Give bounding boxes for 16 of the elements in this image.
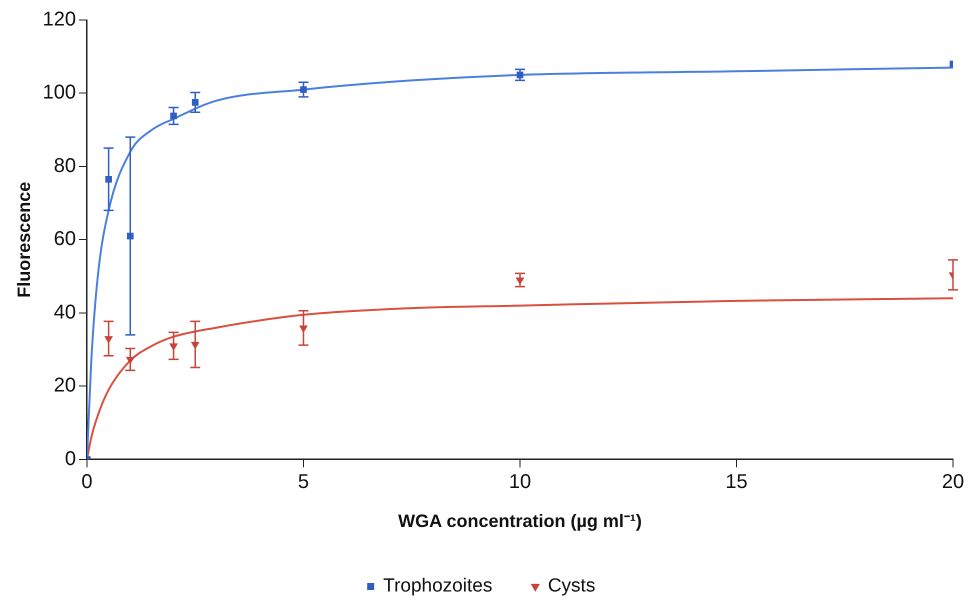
- y-tick-label: 80: [54, 154, 76, 177]
- y-tick-label: 0: [64, 448, 76, 470]
- y-tick-label: 100: [42, 82, 76, 104]
- x-tick-label: 15: [725, 470, 748, 493]
- x-tick-label: 20: [942, 470, 964, 493]
- legend-label: Cysts: [548, 576, 596, 597]
- x-tick-label: 5: [298, 470, 310, 493]
- y-tick-label: 40: [54, 301, 76, 324]
- x-axis-title: WGA concentration (µg ml⁻¹): [398, 511, 642, 532]
- legend-label: Trophozoites: [383, 576, 492, 597]
- y-tick-label: 20: [54, 374, 76, 397]
- x-tick-label: 0: [81, 470, 93, 493]
- x-tick-label: 10: [508, 470, 532, 493]
- y-axis-title: Fluorescence: [14, 182, 34, 298]
- y-tick-label: 120: [42, 8, 76, 31]
- y-tick-label: 60: [54, 228, 76, 250]
